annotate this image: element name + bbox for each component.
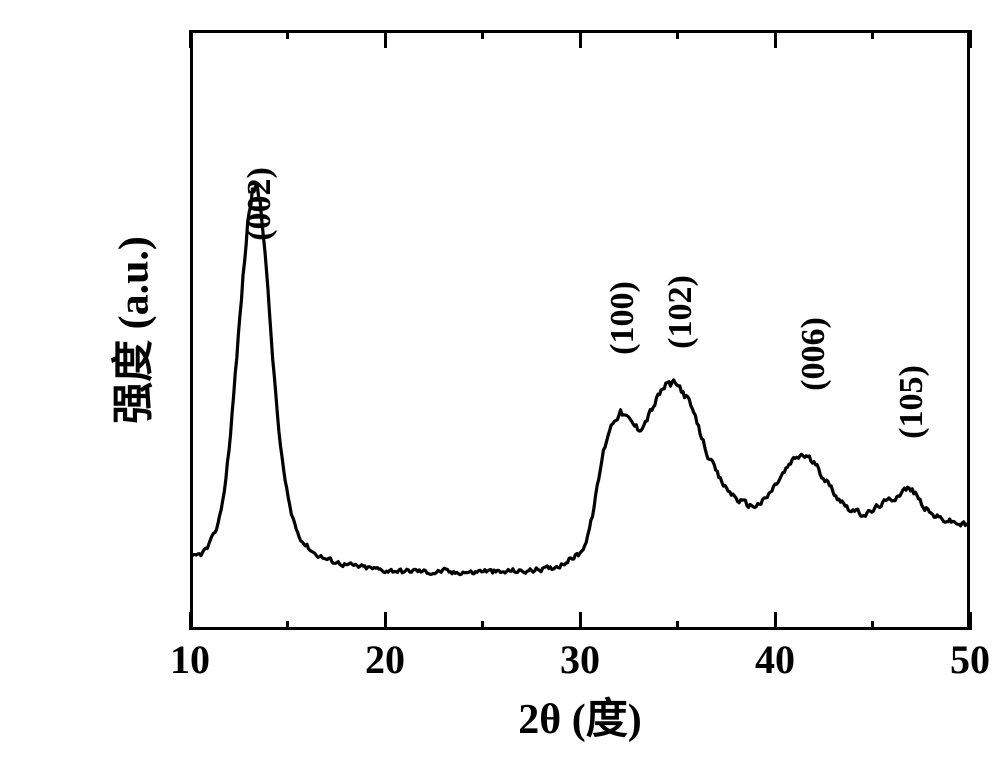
peak-label: (100) — [604, 281, 642, 355]
tick — [481, 621, 484, 630]
tick — [774, 30, 777, 48]
plot-area: (002) (100) (102) (006) (105) — [190, 30, 970, 630]
xrd-curve — [190, 30, 970, 630]
y-axis-label: 强度 (a.u.) — [100, 236, 161, 424]
tick — [969, 612, 972, 630]
tick — [384, 612, 387, 630]
peak-label: (006) — [795, 317, 833, 391]
xtick-label: 20 — [365, 636, 405, 683]
xtick-label: 30 — [560, 636, 600, 683]
tick — [676, 621, 679, 630]
tick — [579, 30, 582, 48]
tick — [286, 621, 289, 630]
tick — [579, 612, 582, 630]
peak-label: (102) — [662, 275, 700, 349]
peak-label: (002) — [241, 167, 279, 241]
xtick-label: 10 — [170, 636, 210, 683]
tick — [189, 612, 192, 630]
tick — [969, 30, 972, 48]
tick — [384, 30, 387, 48]
tick — [676, 30, 679, 39]
tick — [189, 30, 192, 48]
tick — [871, 621, 874, 630]
xrd-figure: (002) (100) (102) (006) (105) 10 20 30 40 50 2θ … — [0, 0, 1000, 779]
tick — [774, 612, 777, 630]
tick — [286, 30, 289, 39]
tick — [481, 30, 484, 39]
peak-label: (105) — [893, 365, 931, 439]
tick — [871, 30, 874, 39]
xtick-label: 50 — [950, 636, 990, 683]
xtick-label: 40 — [755, 636, 795, 683]
x-axis-label: 2θ (度) — [518, 685, 641, 746]
